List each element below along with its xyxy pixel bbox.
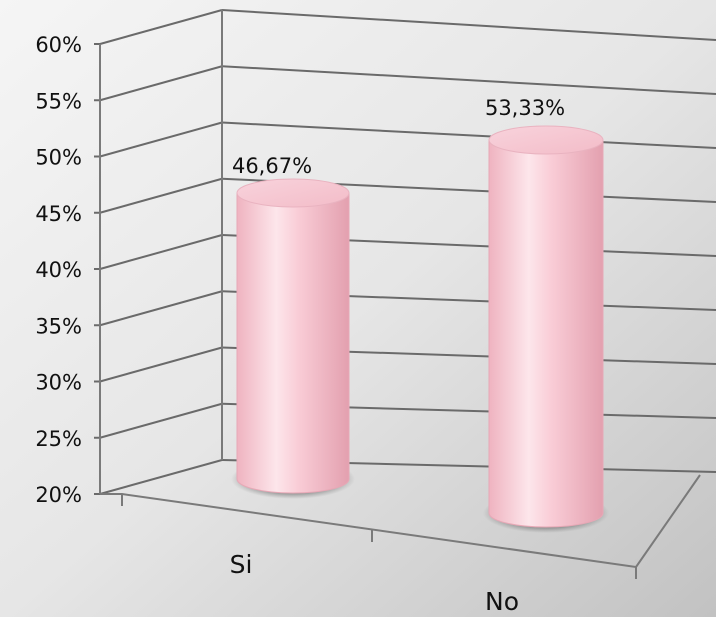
y-tick-label: 50%: [35, 146, 82, 170]
x-category-label: No: [485, 587, 519, 616]
x-category-labels: Si No: [230, 550, 519, 616]
side-gridline: [99, 346, 223, 383]
y-tick-label: 20%: [35, 483, 82, 507]
y-tick-label: 40%: [35, 258, 82, 282]
bar-si: [236, 192, 350, 494]
axes: [94, 10, 701, 579]
data-label: 53,33%: [485, 96, 565, 120]
side-gridline: [99, 9, 223, 45]
bars: [231, 125, 609, 533]
y-tick-label: 60%: [35, 33, 82, 57]
bar-no: [488, 139, 604, 528]
x-category-label: Si: [230, 550, 253, 579]
side-gridline: [99, 459, 223, 495]
back-gridline: [221, 9, 716, 41]
side-gridline: [99, 402, 223, 439]
back-gridline: [221, 121, 716, 149]
side-gridline: [99, 65, 223, 102]
floor-edge: [100, 474, 701, 569]
data-labels: 46,67% 53,33%: [232, 96, 565, 178]
y-tick-label: 30%: [35, 371, 82, 395]
side-gridline: [99, 121, 223, 158]
side-gridline: [99, 290, 223, 327]
side-gridline: [99, 234, 223, 270]
bar-top-cap: [236, 178, 350, 208]
y-tick-label: 35%: [35, 314, 82, 338]
y-tick-label: 25%: [35, 427, 82, 451]
y-tick-label: 55%: [35, 89, 82, 113]
y-tick-labels: 20% 25% 30% 35% 40% 45% 50% 55% 60%: [35, 33, 82, 507]
side-gridline: [99, 177, 223, 214]
back-gridline: [221, 65, 716, 95]
data-label: 46,67%: [232, 154, 312, 178]
y-tick-label: 45%: [35, 202, 82, 226]
bar-top-cap: [488, 125, 604, 155]
